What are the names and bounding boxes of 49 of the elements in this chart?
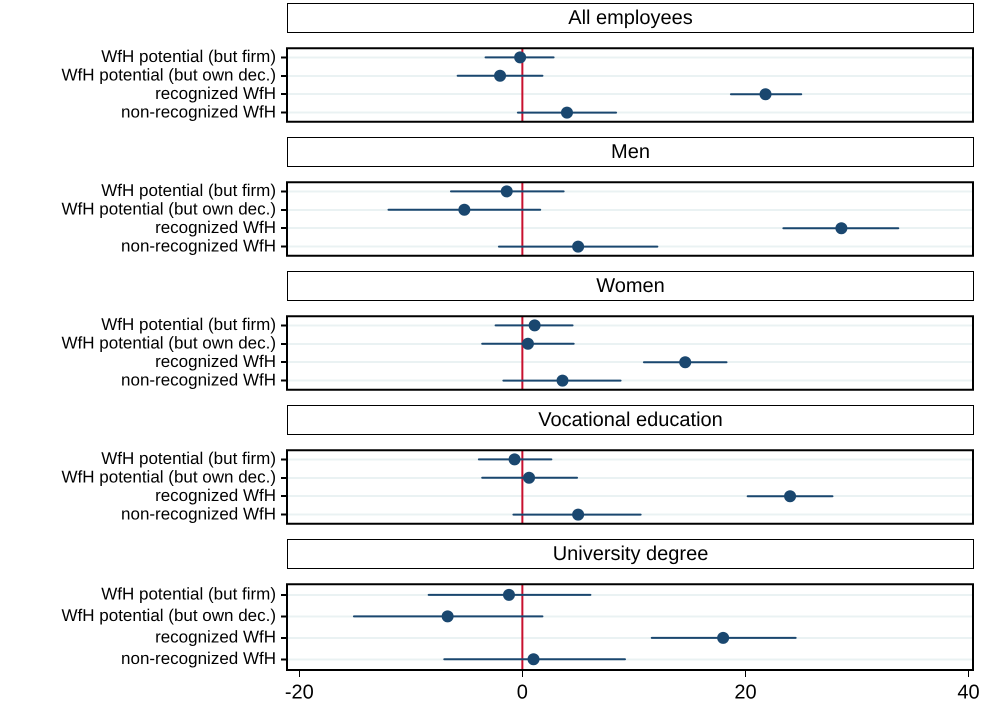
y-tick-label: WfH potential (but own dec.) (62, 606, 276, 626)
point (522, 338, 534, 350)
point (717, 632, 730, 644)
x-tick-label: 0 (516, 682, 528, 704)
y-tick-label: non-recognized WfH (121, 648, 276, 668)
chart-title: Vocational education (287, 405, 974, 435)
point (572, 240, 584, 253)
y-tick-label: recognized WfH (155, 218, 276, 237)
y-tick-label: non-recognized WfH (121, 102, 276, 122)
chart-title: Men (287, 137, 974, 167)
chart-title: University degree (287, 539, 974, 569)
x-tick-label: -20 (284, 682, 314, 704)
point (523, 472, 536, 484)
point (502, 588, 515, 601)
chart-title: All employees (287, 3, 974, 33)
y-tick-label: WfH potential (but firm) (101, 449, 276, 468)
y-tick-label: WfH potential (but own dec.) (62, 65, 276, 84)
y-tick-label: WfH potential (but firm) (101, 584, 276, 604)
y-tick-label: WfH potential (but firm) (101, 315, 276, 334)
point (514, 51, 526, 64)
point (494, 70, 506, 82)
y-tick-label: recognized WfH (155, 486, 276, 505)
point (560, 106, 573, 119)
point (442, 610, 454, 622)
point (679, 356, 692, 368)
point (458, 204, 470, 216)
point (835, 222, 848, 234)
y-tick-label: WfH potential (but firm) (101, 47, 276, 66)
point (760, 88, 772, 100)
point (572, 508, 584, 521)
y-tick-label: WfH potential (but own dec.) (62, 199, 276, 218)
y-tick-label: non-recognized WfH (121, 504, 276, 524)
y-tick-label: recognized WfH (155, 352, 276, 371)
y-tick-label: non-recognized WfH (121, 370, 276, 390)
y-tick-label: recognized WfH (155, 84, 276, 103)
point (556, 374, 569, 387)
y-tick-label: WfH potential (but own dec.) (62, 467, 276, 486)
x-tick-label: 20 (734, 682, 757, 704)
chart-title: Women (287, 271, 974, 301)
point (784, 490, 796, 502)
x-tick-label: 40 (957, 682, 980, 704)
point (500, 185, 513, 198)
y-tick-label: WfH potential (but firm) (101, 181, 276, 200)
point (528, 653, 540, 666)
y-tick-label: WfH potential (but own dec.) (62, 333, 276, 352)
y-tick-label: recognized WfH (155, 628, 276, 647)
point (508, 453, 521, 466)
y-tick-label: non-recognized WfH (121, 236, 276, 256)
point (528, 319, 541, 332)
